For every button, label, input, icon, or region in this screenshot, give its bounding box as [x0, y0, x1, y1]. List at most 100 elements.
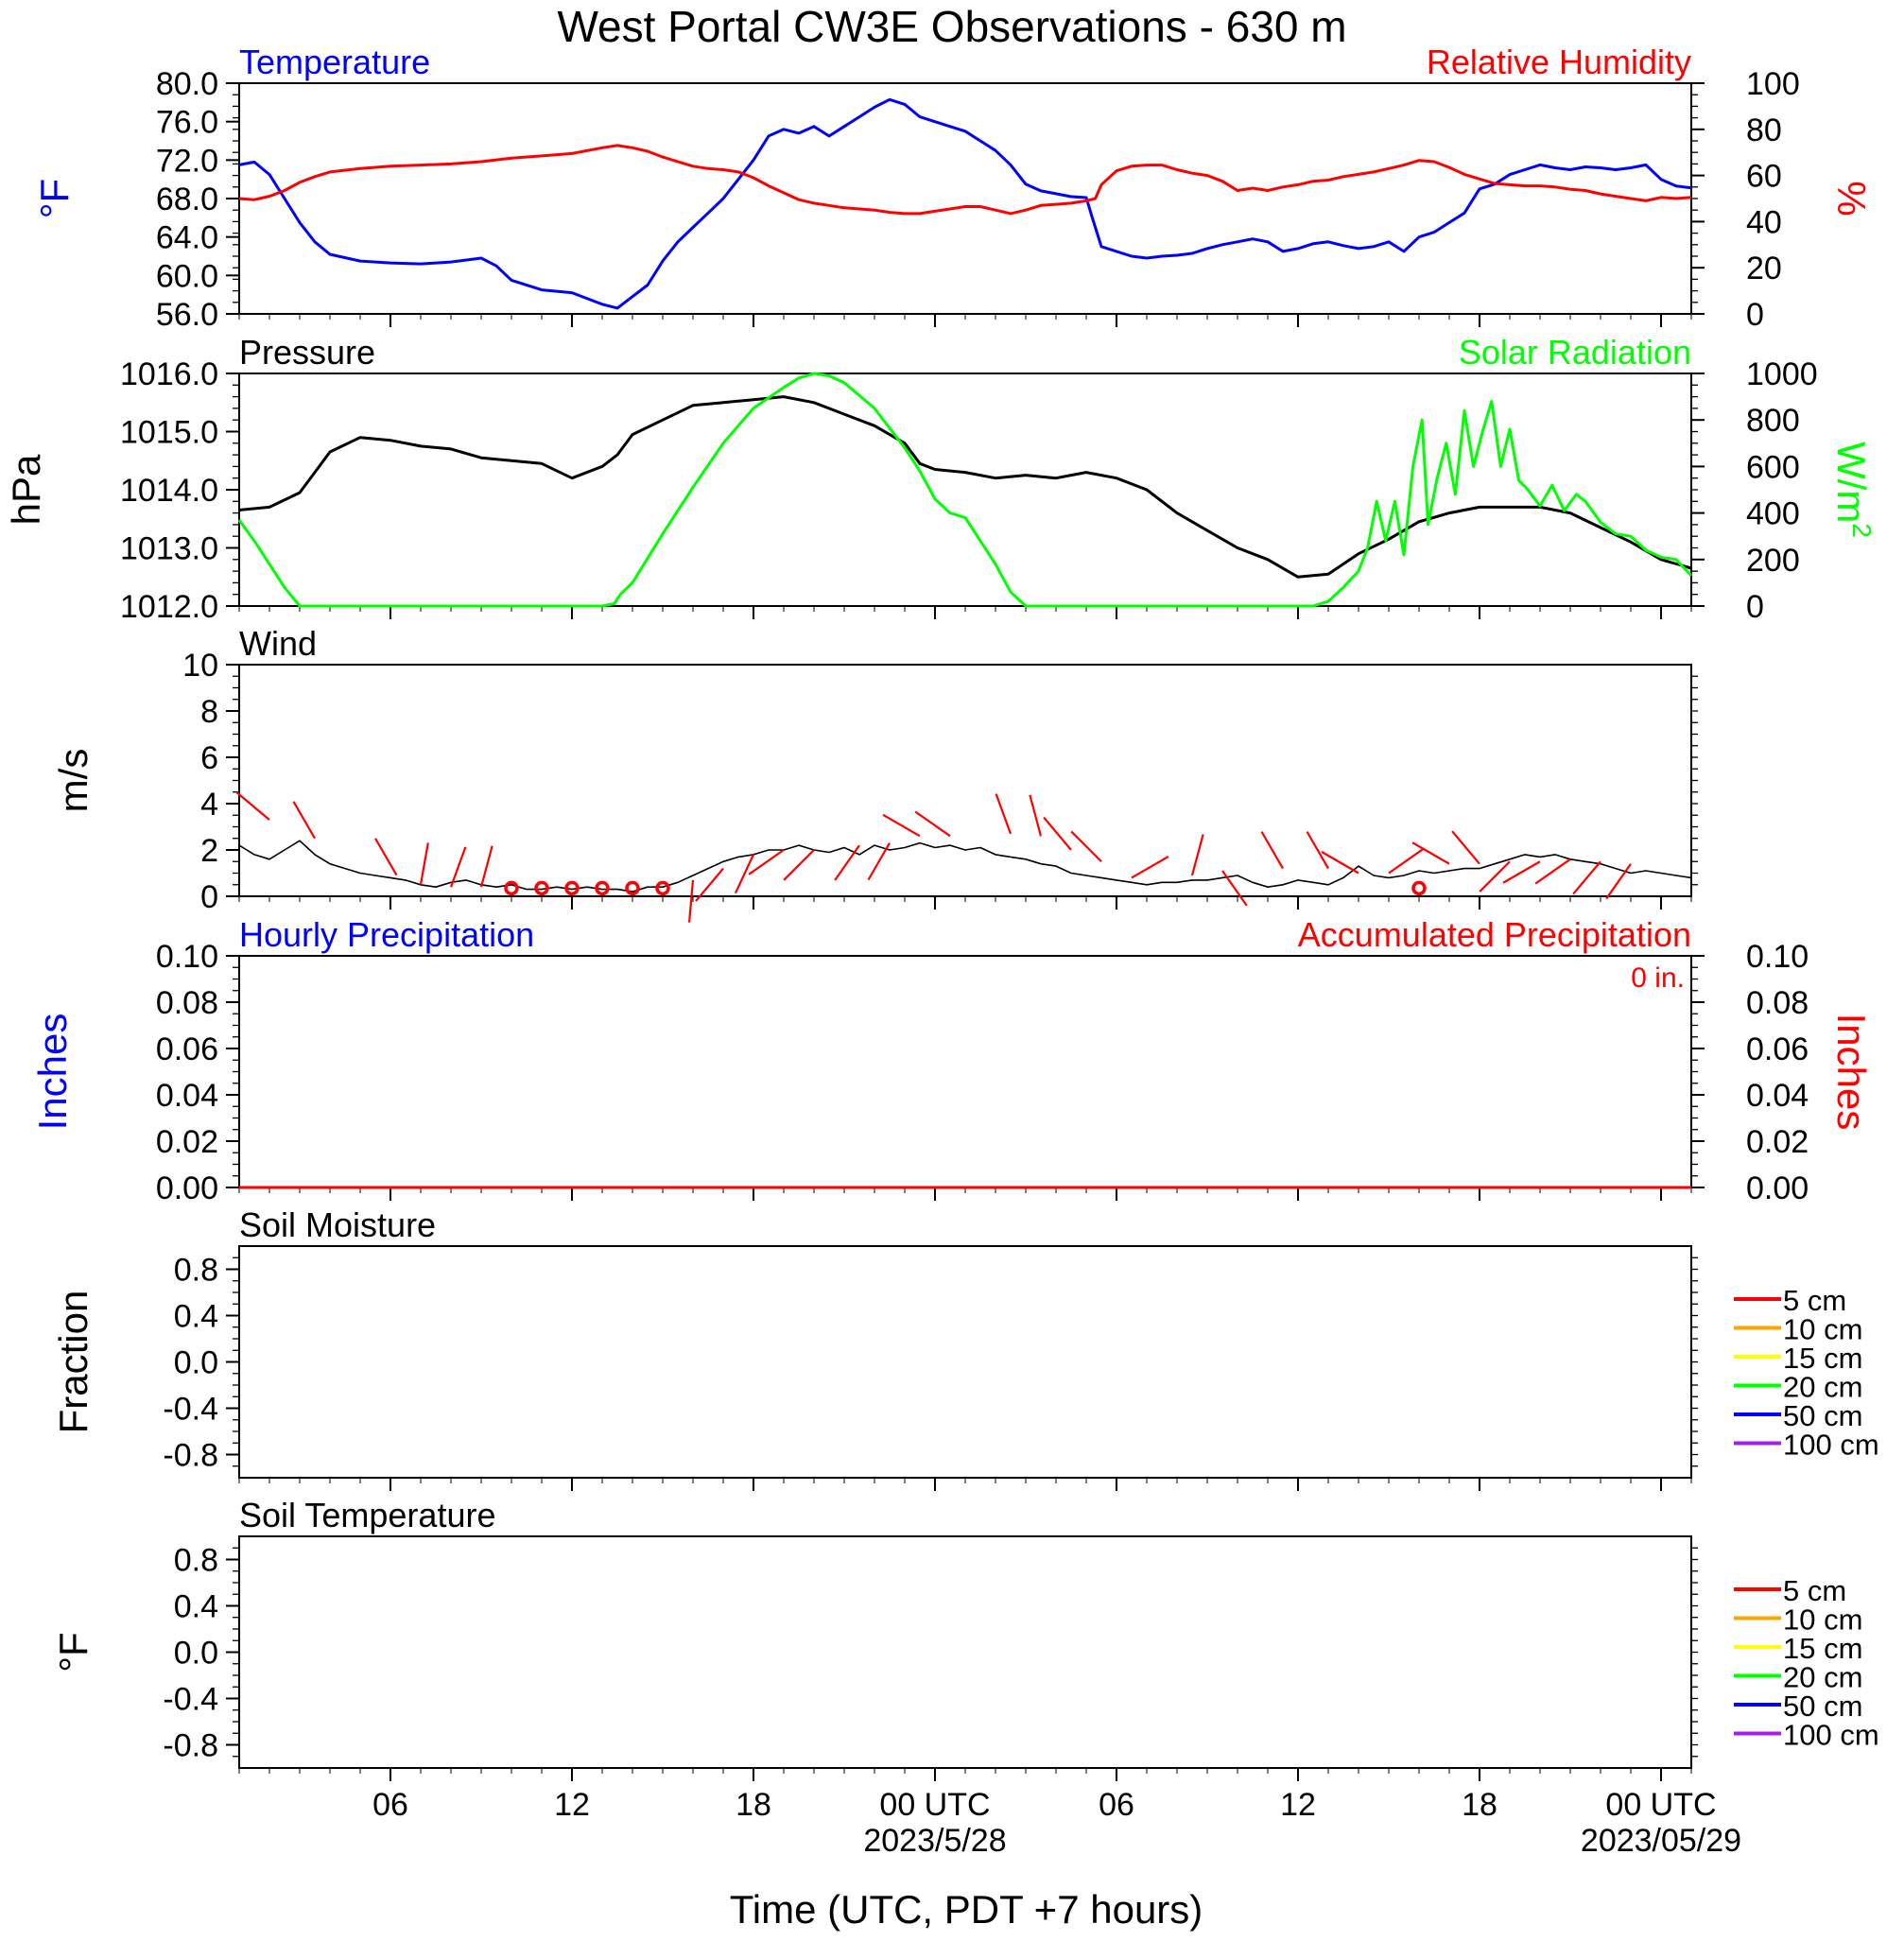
series-wind — [238, 840, 1692, 893]
y-tick-label: 0.10 — [156, 939, 218, 975]
y-tick-label: 1013.0 — [120, 531, 218, 567]
wind-barb — [235, 791, 270, 821]
x-tick-label: 18 — [736, 1787, 771, 1823]
y-axis-label-right: % — [1829, 181, 1874, 216]
series-pressure — [238, 395, 1692, 579]
panel-title-right: Accumulated Precipitation — [1298, 915, 1691, 954]
calm-wind-mark — [595, 880, 610, 896]
calm-wind-mark — [655, 880, 670, 896]
x-tick-label: 12 — [554, 1787, 590, 1823]
accumulated-total-label: 0 in. — [1631, 962, 1685, 994]
wind-barb — [1451, 830, 1480, 865]
x-tick-label: 18 — [1462, 1787, 1497, 1823]
y-axis-label-left: °F — [51, 1632, 95, 1672]
panel-precipitation: Hourly Precipitation Accumulated Precipit… — [30, 915, 1874, 1206]
wind-barb — [479, 845, 493, 888]
series-solar-radiation — [237, 372, 1693, 608]
y-tick-label: 1015.0 — [120, 415, 218, 451]
y-axis-label-right: Inches — [1829, 1014, 1874, 1131]
y2-tick-label: 0.04 — [1746, 1078, 1809, 1114]
legend-label: 10 cm — [1783, 1603, 1862, 1637]
panel-wind: Wind 0 2 4 6 8 10 m/s — [51, 624, 1698, 923]
x-tick-label: 12 — [1280, 1787, 1316, 1823]
legend-label: 10 cm — [1783, 1313, 1862, 1346]
panel-title-left: Soil Moisture — [239, 1205, 436, 1244]
x-tick-label: 06 — [372, 1787, 408, 1823]
wind-barb — [1534, 858, 1571, 885]
calm-wind-mark — [534, 880, 549, 896]
legend-label: 100 cm — [1783, 1719, 1879, 1752]
y-axis-label-left: °F — [32, 179, 77, 218]
y-tick-label: -0.4 — [163, 1682, 218, 1718]
legend-label: 20 cm — [1783, 1661, 1862, 1694]
panel-title-left: Temperature — [239, 43, 430, 81]
y-tick-label: 2 — [200, 833, 218, 869]
y-tick-label: 4 — [200, 787, 218, 823]
panel-title-right: Relative Humidity — [1427, 43, 1691, 81]
y-tick-label: 56.0 — [156, 297, 218, 333]
wind-barb — [1131, 855, 1169, 879]
panel-soil-moisture: Soil Moisture -0.8 -0.4 0.0 0.4 0.8 Fraction 5 … — [51, 1205, 1879, 1491]
panel-pressure-solar: Pressure Solar Radiation 1012.0 1013.0 1014.… — [4, 333, 1877, 625]
y-axis-label-left: Fraction — [51, 1291, 95, 1434]
wind-barb — [687, 879, 695, 923]
panel-frame — [238, 1245, 1692, 1479]
y-tick-label: 60.0 — [156, 258, 218, 294]
y2-tick-label: 0.08 — [1746, 985, 1809, 1021]
y-axis-label-left: m/s — [51, 749, 95, 813]
y2-tick-label: 0.00 — [1746, 1170, 1809, 1206]
panel-frame — [238, 373, 1692, 607]
legend-label: 5 cm — [1783, 1284, 1846, 1317]
y-axis-label-left: hPa — [4, 454, 48, 525]
panel-title-right: Solar Radiation — [1459, 333, 1691, 372]
wind-barb — [1502, 860, 1541, 884]
y-axis-label-left: Inches — [30, 1014, 75, 1131]
wind-barb — [1605, 863, 1632, 900]
y-tick-label: 64.0 — [156, 220, 218, 256]
y-tick-label: 0.4 — [174, 1299, 218, 1335]
y2-tick-label: 600 — [1746, 449, 1800, 485]
y-tick-label: 1014.0 — [120, 473, 218, 509]
y2-tick-label: 400 — [1746, 496, 1800, 532]
y2-tick-label: 800 — [1746, 403, 1800, 439]
calm-wind-mark — [564, 880, 580, 896]
y-tick-label: 0.8 — [174, 1253, 218, 1289]
wind-barb — [1190, 834, 1204, 876]
wind-barb — [783, 849, 815, 881]
y2-tick-label: 0 — [1746, 589, 1764, 625]
y2-tick-label: 80 — [1746, 113, 1782, 148]
series-temperature — [238, 97, 1692, 310]
wind-barb — [748, 849, 785, 875]
wind-barb — [419, 842, 429, 885]
wind-barb — [1388, 847, 1425, 875]
y-tick-label: 10 — [182, 648, 218, 684]
y2-tick-label: 60 — [1746, 159, 1782, 195]
wind-barb — [1260, 831, 1284, 870]
wind-barb — [695, 867, 724, 902]
calm-wind-mark — [1411, 880, 1427, 896]
wind-barb — [867, 842, 891, 881]
y-tick-label: 0.0 — [174, 1345, 218, 1381]
panel-title-left: Pressure — [239, 333, 375, 372]
x-tick-label: 00 UTC — [879, 1787, 990, 1823]
y-tick-label: 0.08 — [156, 985, 218, 1021]
y-tick-label: 1016.0 — [120, 356, 218, 392]
panel-frame — [238, 955, 1692, 1188]
y-tick-label: 6 — [200, 740, 218, 776]
legend-label: 50 cm — [1783, 1399, 1862, 1432]
y2-tick-label: 100 — [1746, 66, 1800, 102]
wind-barb — [1572, 860, 1601, 895]
y2-tick-label: 1000 — [1746, 356, 1818, 392]
y-tick-label: 0.0 — [174, 1636, 218, 1672]
x-tick-date-label: 2023/5/28 — [863, 1823, 1006, 1859]
y-tick-label: -0.8 — [163, 1438, 218, 1474]
y-tick-label: 0 — [200, 879, 218, 915]
series-relative-humidity — [238, 144, 1692, 216]
wind-barb — [914, 810, 951, 838]
y-tick-label: 8 — [200, 694, 218, 730]
wind-barb — [834, 844, 860, 881]
panel-frame — [238, 664, 1692, 897]
y-tick-label: -0.8 — [163, 1728, 218, 1764]
